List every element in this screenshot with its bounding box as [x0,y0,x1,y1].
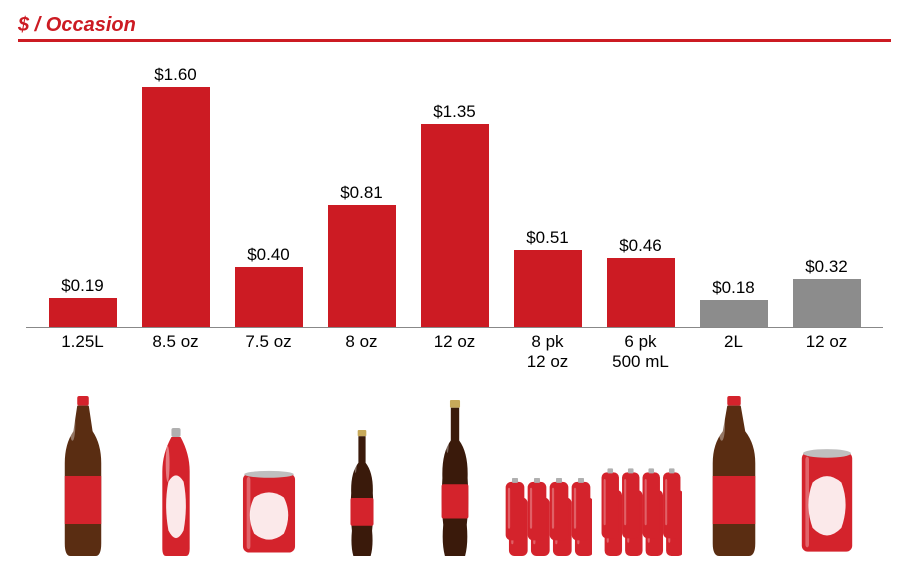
bar-value-label: $0.46 [619,236,662,256]
bar [142,87,210,327]
x-label-line1: 8 pk [501,332,594,352]
product-image [222,470,315,556]
bar-slot: $0.40 [222,245,315,327]
x-label-line1: 1.25L [36,332,129,352]
bar-slot: $1.60 [129,65,222,327]
bar-value-label: $0.19 [61,276,104,296]
x-label-line1: 8.5 oz [129,332,222,352]
bar-slot: $0.46 [594,236,687,327]
x-label-line1: 2L [687,332,780,352]
x-label: 8 oz [315,332,408,372]
product-images-row [26,378,883,556]
x-label: 8 pk12 oz [501,332,594,372]
bar-chart: $0.19 $1.60 $0.40 $0.81 $1.35 $0.51 $0.46 $0.18… [26,64,883,328]
product-image [594,468,687,556]
bar [235,267,303,327]
x-label-line2: 12 oz [501,352,594,372]
bar-value-label: $0.32 [805,257,848,277]
x-label: 8.5 oz [129,332,222,372]
x-label-line1: 7.5 oz [222,332,315,352]
x-label: 1.25L [36,332,129,372]
x-label: 12 oz [408,332,501,372]
bar [607,258,675,327]
bar [328,205,396,327]
product-image [408,400,501,556]
bar-slot: $0.51 [501,228,594,327]
bar-slot: $0.19 [36,276,129,327]
bar-value-label: $1.35 [433,102,476,122]
bar-value-label: $0.81 [340,183,383,203]
bar [421,124,489,327]
x-label-line2: 500 mL [594,352,687,372]
bar [793,279,861,327]
x-label-line1: 8 oz [315,332,408,352]
bar [700,300,768,327]
bar-value-label: $0.40 [247,245,290,265]
x-label-line1: 6 pk [594,332,687,352]
product-image [687,396,780,556]
bar-slot: $1.35 [408,102,501,327]
product-image [780,448,873,556]
bar-value-label: $0.51 [526,228,569,248]
bar-slot: $0.32 [780,257,873,327]
chart-title: $ / Occasion [18,14,891,42]
bar-slot: $0.81 [315,183,408,327]
bar-value-label: $0.18 [712,278,755,298]
bar-slot: $0.18 [687,278,780,327]
bar [49,298,117,327]
product-image [129,428,222,556]
bar-value-label: $1.60 [154,65,197,85]
bar [514,250,582,327]
x-label-line1: 12 oz [408,332,501,352]
product-image [36,396,129,556]
x-axis-labels: 1.25L8.5 oz7.5 oz8 oz12 oz8 pk12 oz6 pk5… [26,332,883,372]
x-label: 6 pk500 mL [594,332,687,372]
x-label: 7.5 oz [222,332,315,372]
x-label-line1: 12 oz [780,332,873,352]
x-label: 2L [687,332,780,372]
product-image [315,430,408,556]
x-label: 12 oz [780,332,873,372]
product-image [501,478,594,556]
